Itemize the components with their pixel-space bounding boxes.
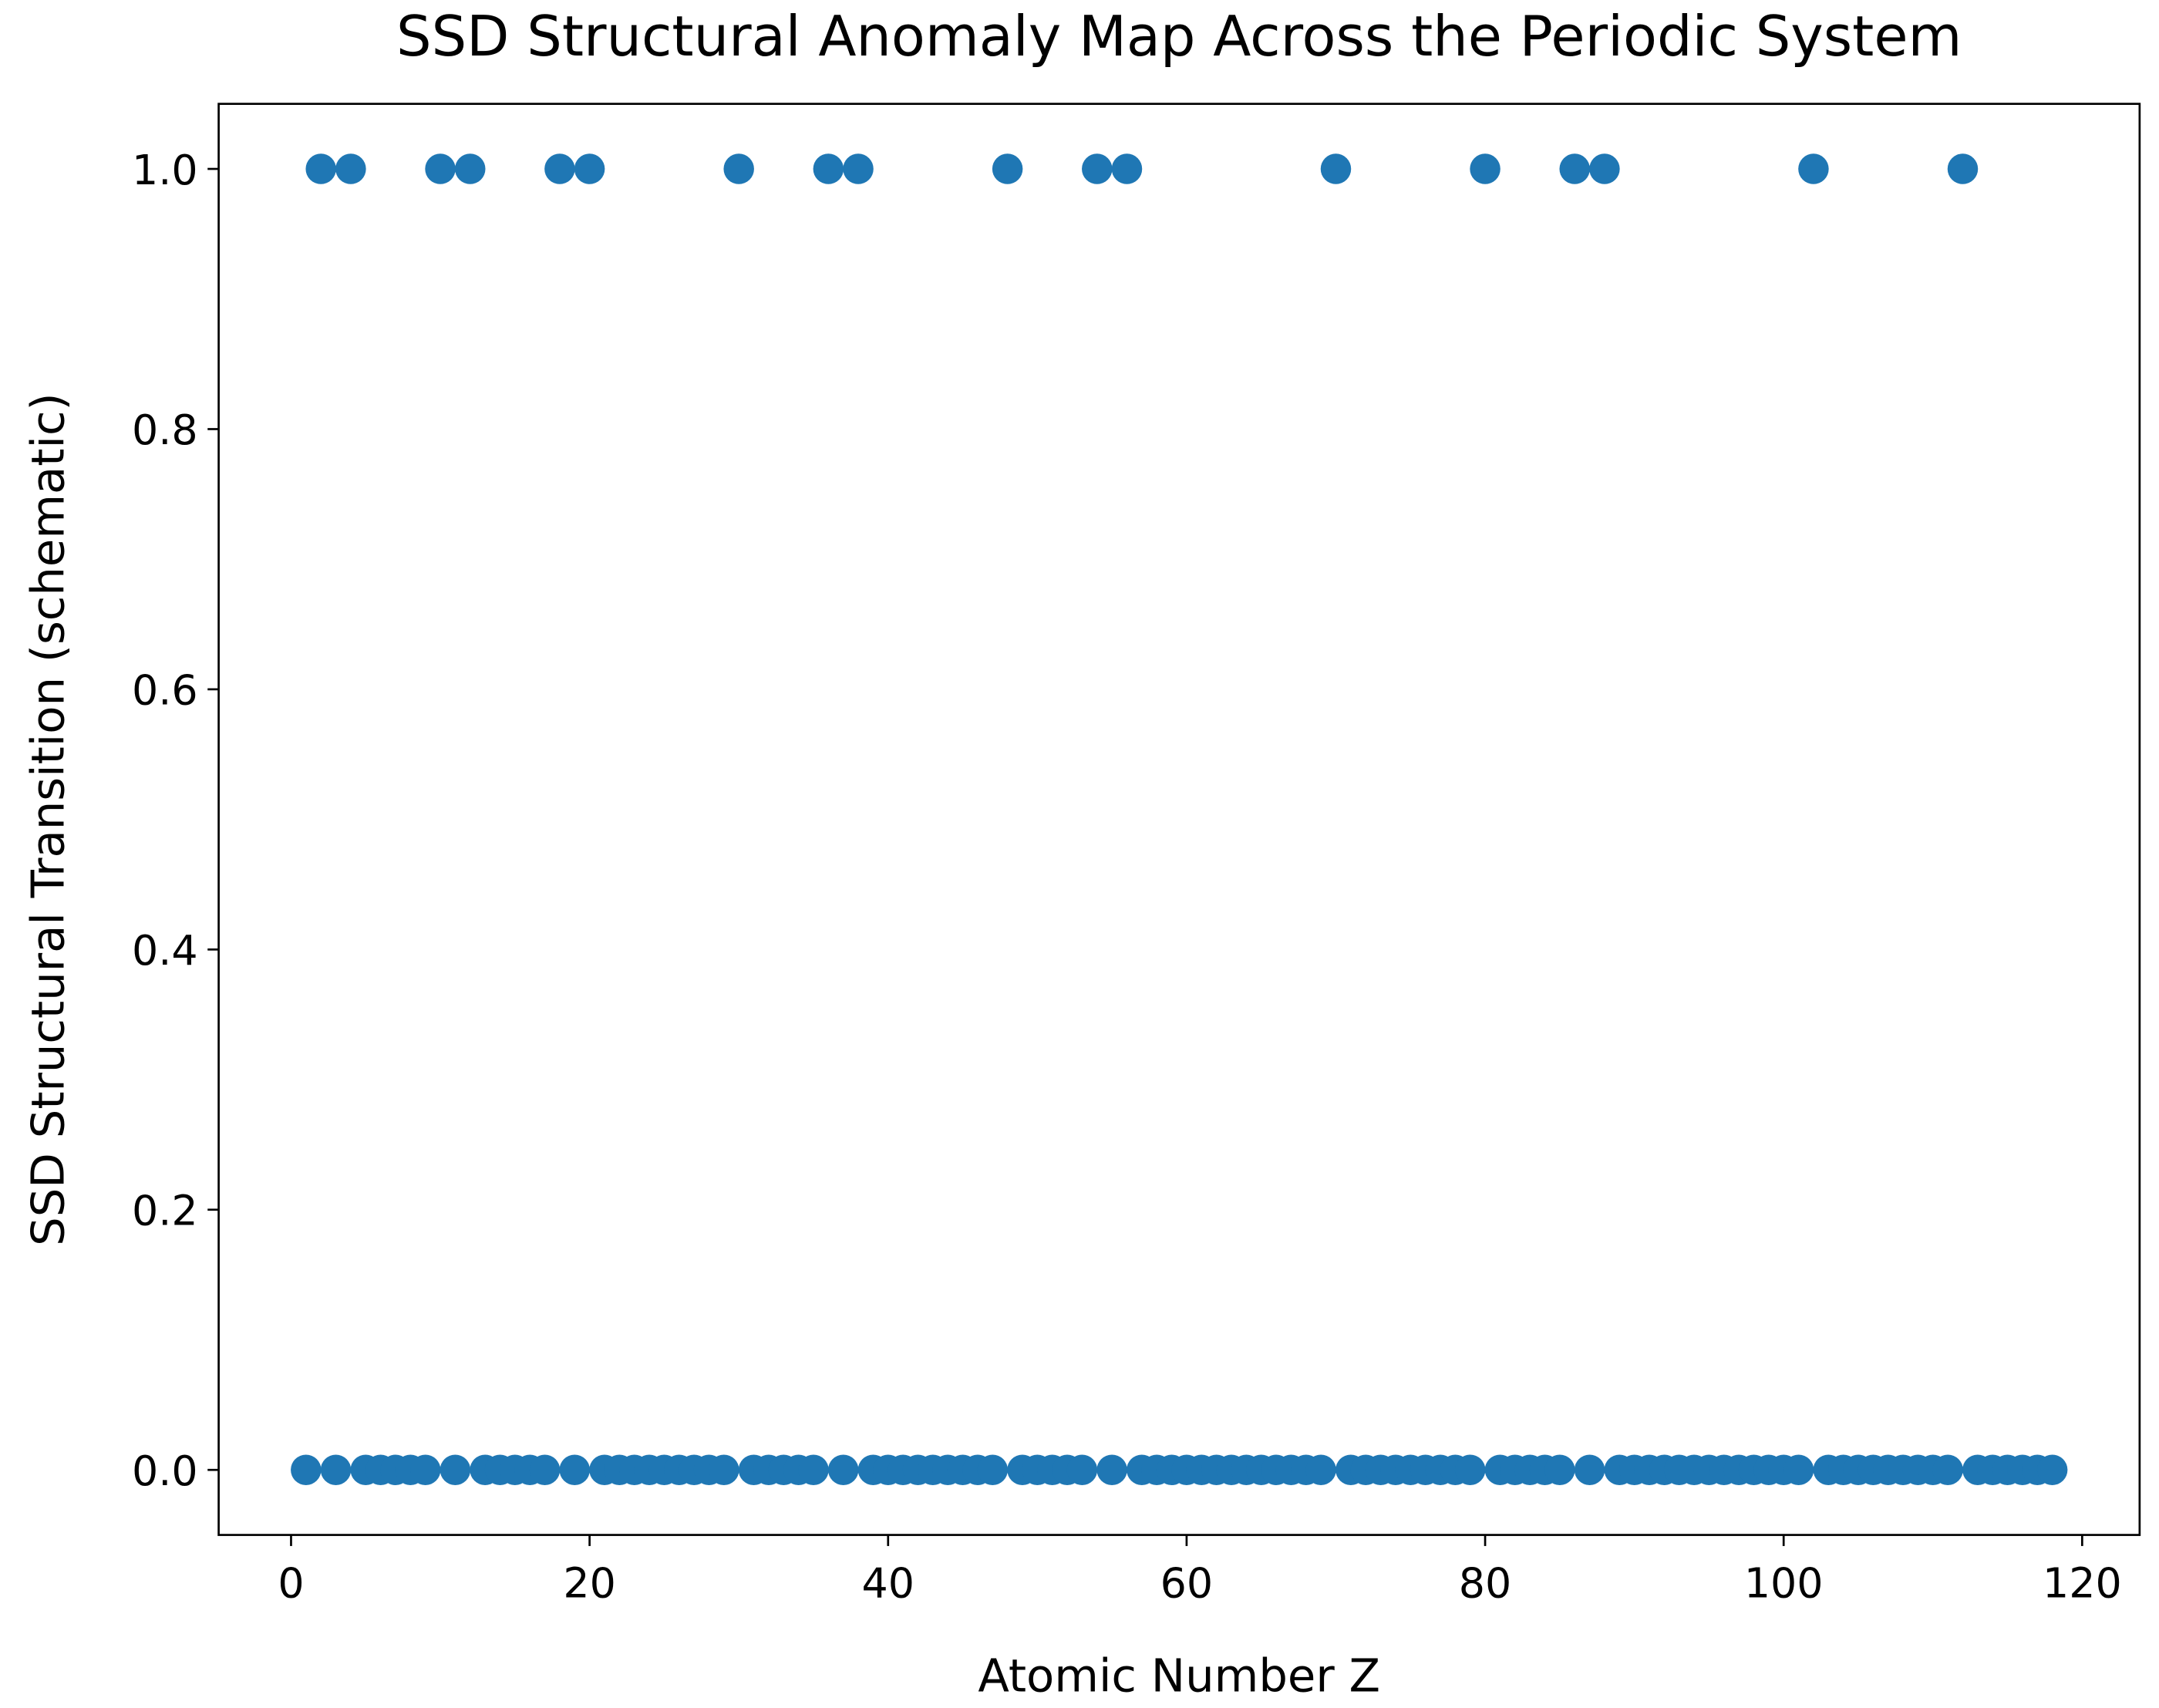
point (2036, 1454, 2068, 1485)
x-tick-label: 0 (278, 1558, 304, 1607)
point (827, 1454, 859, 1485)
chart-title: SSD Structural Anomaly Map Across the Pe… (396, 4, 1962, 69)
point (1066, 1454, 1098, 1485)
plot-frame (217, 103, 2141, 1536)
point (440, 1454, 471, 1485)
x-axis-label: Atomic Number Z (978, 1649, 1380, 1702)
x-tick-label: 80 (1459, 1558, 1512, 1607)
point (1798, 153, 1829, 184)
y-axis-label: SSD Structural Transition (schematic) (22, 392, 75, 1246)
point (723, 153, 754, 184)
point (1305, 1454, 1336, 1485)
x-tick-label: 20 (563, 1558, 616, 1607)
point (1111, 153, 1143, 184)
y-tick-label: 0.6 (132, 666, 198, 715)
point (1559, 153, 1590, 184)
point (843, 153, 874, 184)
point (1544, 1454, 1575, 1485)
point (305, 153, 336, 184)
point (574, 153, 605, 184)
y-tick-label: 0.0 (132, 1447, 198, 1495)
point (320, 1454, 352, 1485)
point (1783, 1454, 1814, 1485)
point (559, 1454, 591, 1485)
y-tick-label: 0.2 (132, 1187, 198, 1235)
point (335, 153, 366, 184)
point (1320, 153, 1352, 184)
point (977, 1454, 1009, 1485)
point (992, 153, 1023, 184)
point (1574, 1454, 1605, 1485)
y-tick-label: 1.0 (132, 146, 198, 194)
point (291, 1454, 322, 1485)
point (1082, 153, 1113, 184)
point (409, 1454, 441, 1485)
x-tick-label: 120 (2043, 1558, 2122, 1607)
point (529, 1454, 561, 1485)
point (1096, 1454, 1127, 1485)
x-tick-label: 40 (862, 1558, 915, 1607)
x-tick-label: 60 (1160, 1558, 1214, 1607)
point (1589, 153, 1620, 184)
point (798, 1454, 829, 1485)
y-tick-label: 0.8 (132, 406, 198, 454)
point (544, 153, 575, 184)
point (1470, 153, 1501, 184)
x-tick-label: 100 (1744, 1558, 1824, 1607)
point (813, 153, 844, 184)
point (709, 1454, 739, 1485)
point (1454, 1454, 1486, 1485)
y-tick-label: 0.4 (132, 926, 198, 975)
point (1947, 153, 1979, 184)
point (425, 153, 456, 184)
point (455, 153, 486, 184)
point (1932, 1454, 1963, 1485)
